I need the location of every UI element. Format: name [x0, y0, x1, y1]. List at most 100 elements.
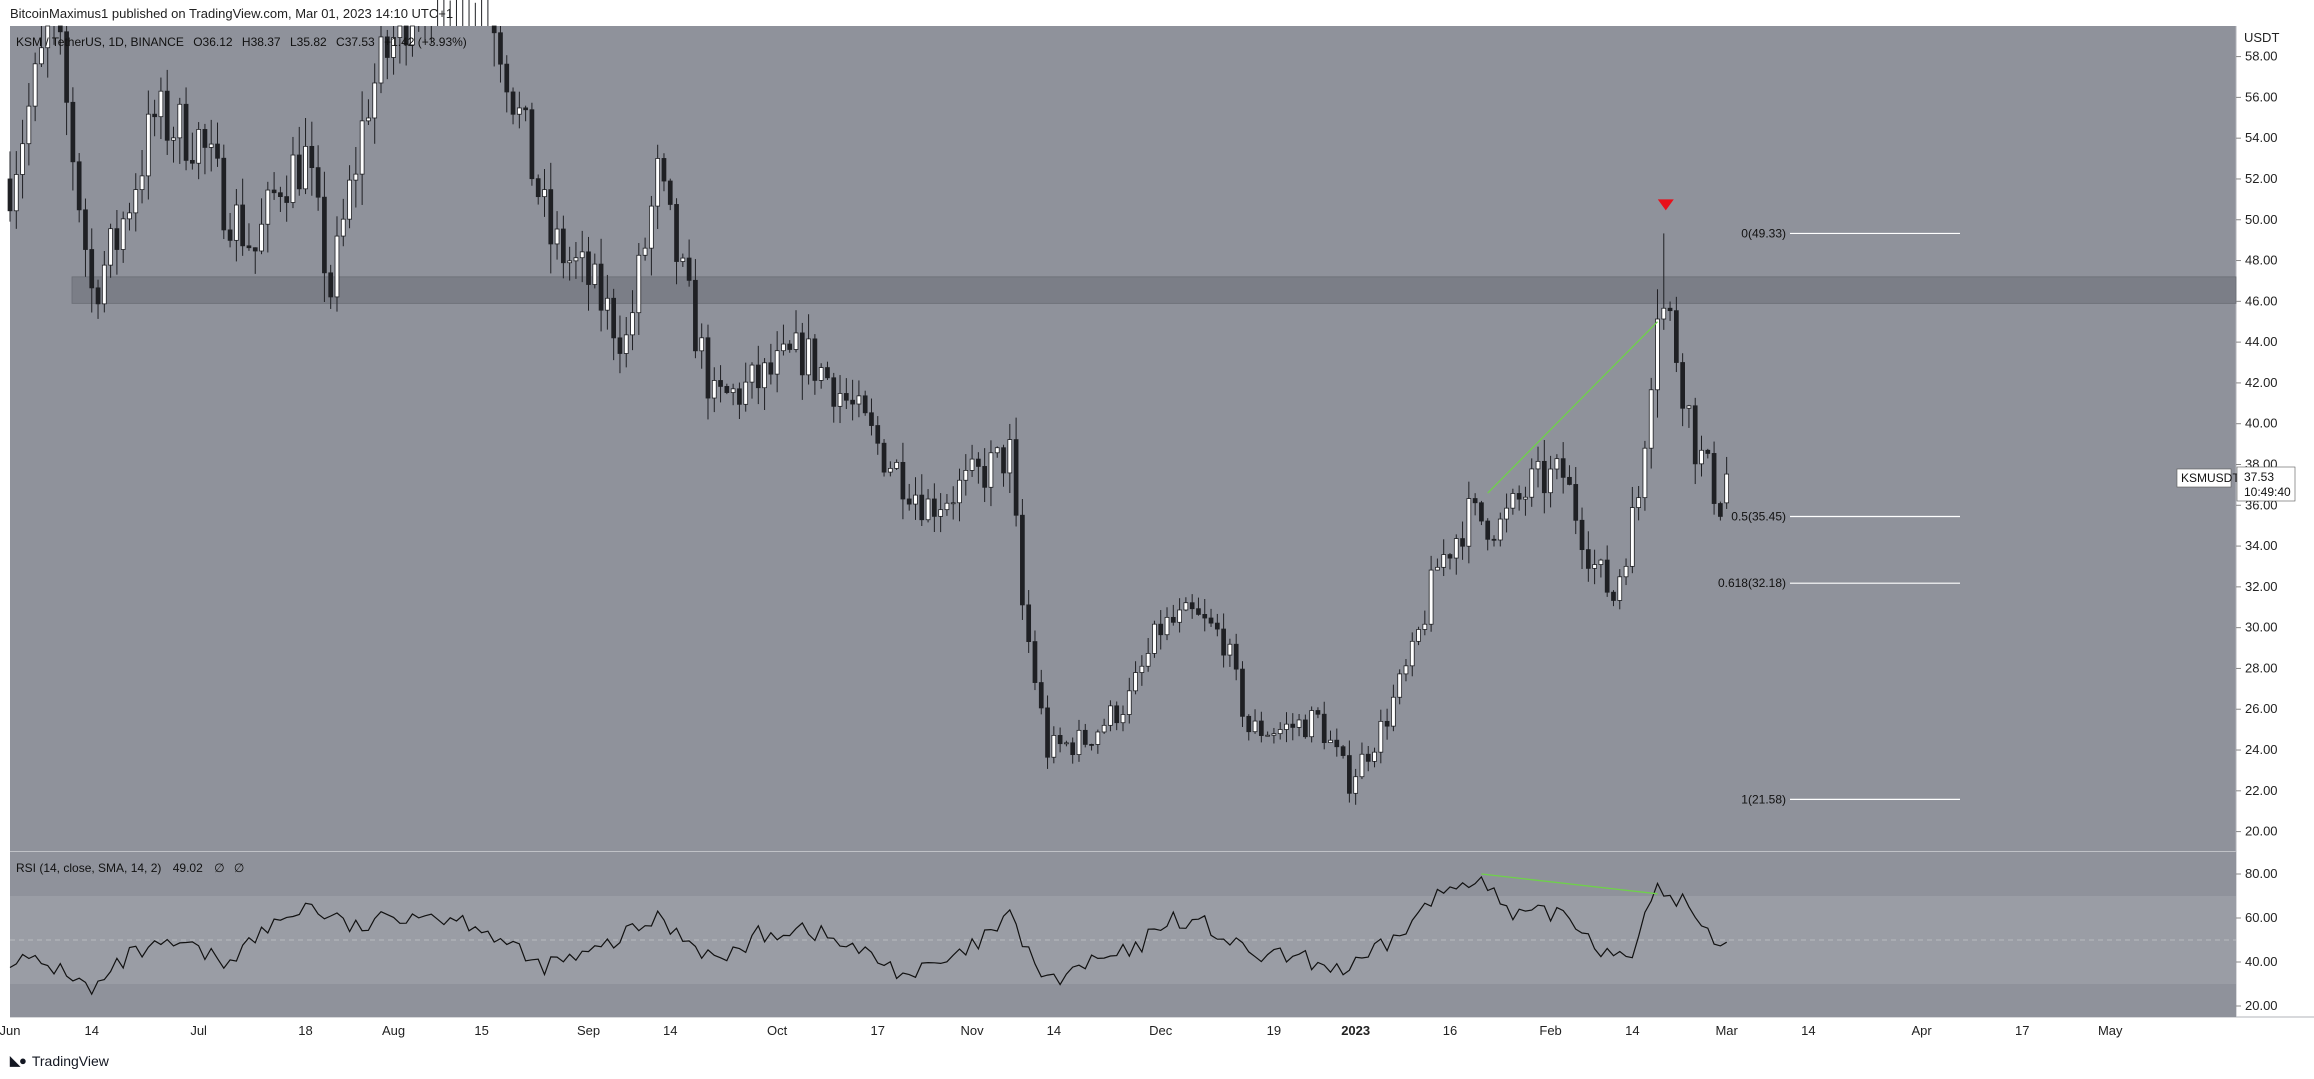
candle-up	[950, 502, 956, 505]
candle-up	[127, 212, 132, 220]
candle-down	[1667, 307, 1673, 312]
time-tick-label: 2023	[1341, 1023, 1370, 1038]
candle-down	[1674, 310, 1679, 363]
candle-down	[919, 494, 925, 521]
candle-down	[57, 25, 63, 33]
rsi-tick-label: 80.00	[2245, 866, 2278, 881]
candle-down	[1447, 554, 1453, 559]
time-tick-label: Sep	[577, 1023, 600, 1038]
candle-up	[177, 103, 183, 139]
candle-down	[1001, 447, 1006, 474]
candle-up	[39, 47, 44, 65]
candle-down	[1082, 729, 1088, 745]
candle-up	[1309, 710, 1314, 738]
candle-down	[1585, 549, 1591, 569]
time-tick-label: Jul	[190, 1023, 207, 1038]
candle-down	[322, 196, 327, 274]
candle-up	[1145, 653, 1151, 667]
candle-down	[70, 101, 76, 163]
candle-down	[278, 192, 283, 198]
candle-down	[1221, 628, 1226, 656]
candle-down	[227, 229, 233, 241]
legend-change: +1.42 (+3.93%)	[384, 35, 467, 49]
candle-up	[1629, 507, 1635, 567]
candle-up	[208, 143, 214, 148]
time-tick-label: 14	[85, 1023, 99, 1038]
candle-up	[1535, 460, 1541, 470]
candle-down	[686, 257, 692, 281]
candle-down	[1604, 559, 1610, 593]
candle-up	[1598, 559, 1604, 565]
candle-up	[680, 257, 686, 262]
candle-up	[1391, 696, 1396, 727]
resistance-zone	[71, 276, 2237, 304]
tradingview-logo[interactable]: ◣● TradingView	[10, 1053, 109, 1069]
candle-down	[611, 297, 617, 339]
candle-down	[1718, 503, 1723, 517]
candle-up	[1441, 554, 1447, 568]
candle-up	[1497, 518, 1503, 541]
candle-down	[900, 461, 906, 500]
candle-up	[1277, 729, 1283, 735]
time-tick-label: 17	[2015, 1023, 2029, 1038]
candle-down	[1233, 643, 1239, 670]
candle-up	[1108, 705, 1113, 726]
price-tick-label: 30.00	[2245, 620, 2278, 635]
candle-up	[711, 380, 717, 399]
candle-down	[1479, 502, 1484, 522]
candle-up	[630, 312, 635, 336]
candle-down	[1485, 520, 1491, 540]
candle-up	[397, 25, 403, 38]
candle-up	[1623, 565, 1629, 578]
candle-down	[932, 498, 937, 517]
candle-up	[642, 247, 648, 256]
price-tick-label: 22.00	[2245, 783, 2278, 798]
candle-up	[366, 117, 371, 122]
candle-up	[1271, 733, 1277, 736]
price-tick-label: 44.00	[2245, 334, 2278, 349]
candle-down	[1258, 720, 1264, 736]
candle-up	[623, 334, 629, 354]
candle-up	[1529, 468, 1535, 498]
candle-down	[1089, 744, 1094, 746]
legend-o-label: O	[193, 35, 202, 49]
currency-label: USDT	[2244, 30, 2279, 45]
candle-up	[1372, 751, 1377, 762]
candle-up	[32, 63, 38, 107]
rsi-layer	[9, 852, 2236, 1017]
candle-up	[45, 25, 51, 49]
candle-up	[1076, 729, 1082, 755]
candle-down	[1315, 710, 1321, 715]
candle-down	[1579, 519, 1585, 551]
candle-up	[762, 362, 767, 389]
rsi-axis[interactable]: 80.00 60.00 40.00 20.00	[2236, 866, 2278, 1013]
candle-up	[340, 218, 346, 237]
candle-down	[529, 109, 535, 180]
candle-up	[837, 393, 843, 407]
candle-down	[403, 25, 409, 46]
candle-up	[957, 479, 962, 504]
candle-down	[202, 129, 208, 148]
candle-down	[705, 337, 711, 399]
candle-up	[1435, 566, 1440, 571]
publisher-line: BitcoinMaximus1 published on TradingView…	[10, 6, 454, 21]
candle-down	[1541, 460, 1547, 494]
price-tick-label: 54.00	[2245, 130, 2278, 145]
candle-down	[1692, 405, 1698, 465]
rsi-legend: RSI (14, close, SMA, 14, 2) 49.02 ∅ ∅	[16, 861, 244, 875]
candle-up	[120, 218, 126, 250]
price-tick-label: 50.00	[2245, 212, 2278, 227]
candle-up	[1548, 468, 1553, 494]
candle-up	[1126, 690, 1132, 715]
candle-up	[1504, 507, 1509, 520]
rsi-tick-label: 20.00	[2245, 998, 2278, 1013]
price-axis[interactable]: 58.00 56.00 54.00 52.00 50.00 48.00 46.00 44.00…	[2236, 49, 2278, 839]
candle-down	[1020, 514, 1025, 606]
price-tag-price: 37.53	[2244, 470, 2274, 484]
time-axis[interactable]: Jun 14 Jul 18 Aug 15 Sep 14 Oct 17 Nov 14 Dec 19 2023 1…	[0, 1023, 2123, 1038]
candle-down	[1057, 735, 1063, 745]
candle-up	[372, 82, 378, 119]
candle-up	[781, 343, 786, 352]
rsi-legend-extra2: ∅	[234, 861, 244, 875]
